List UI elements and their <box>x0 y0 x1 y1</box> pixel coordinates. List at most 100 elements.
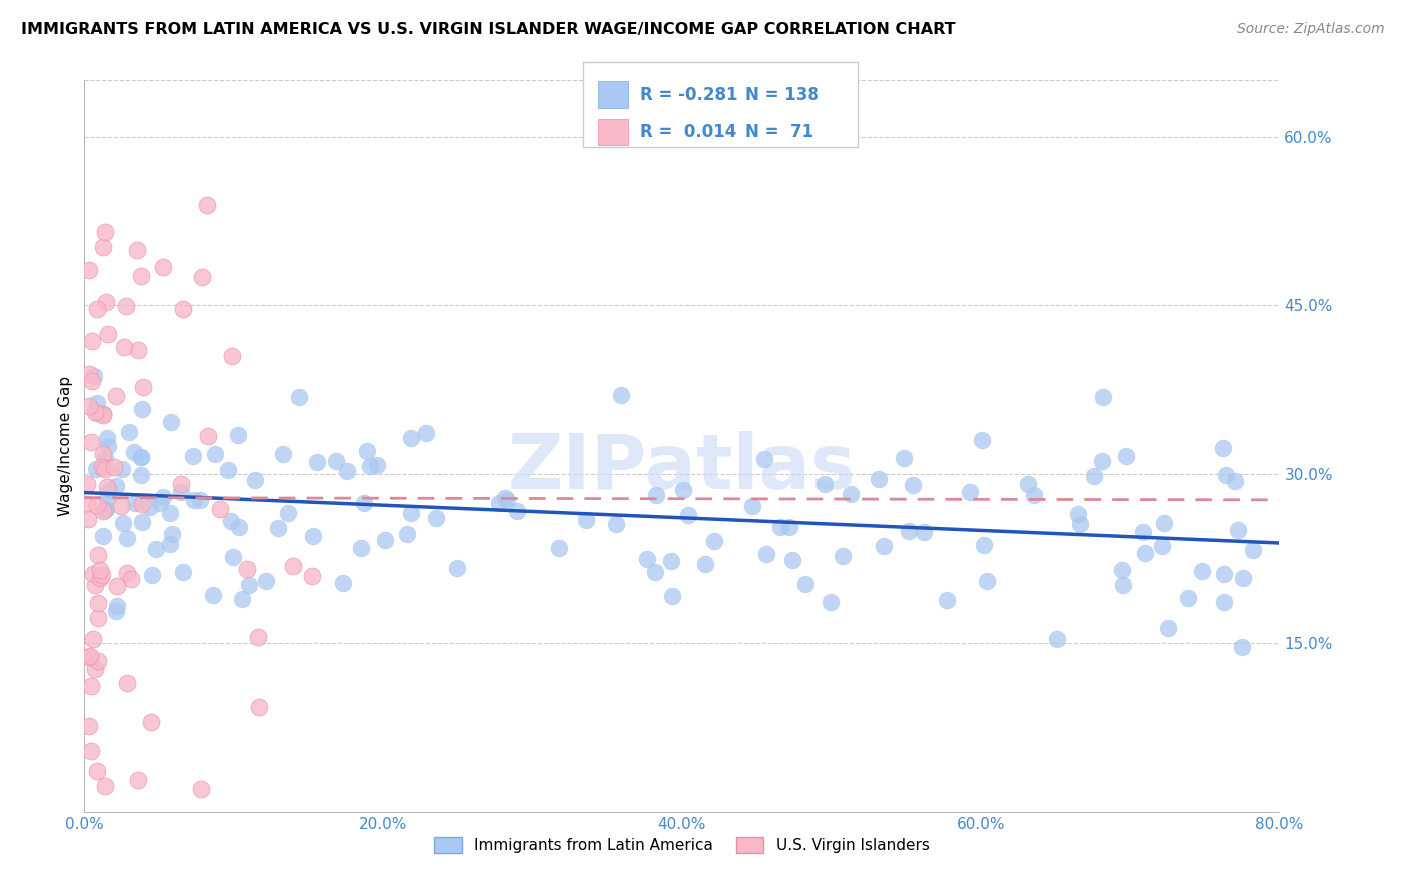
Point <box>1133 546 1156 560</box>
Point <box>129 467 152 482</box>
Point <box>183 493 205 508</box>
Point <box>132 379 155 393</box>
Point <box>89 571 111 585</box>
Point <box>605 516 627 531</box>
Point <box>129 450 152 465</box>
Point <box>83 662 105 676</box>
Point <box>84 405 107 419</box>
Point <box>152 260 174 274</box>
Point <box>1115 449 1137 463</box>
Point <box>86 499 108 513</box>
Point <box>80 434 103 449</box>
Point <box>1017 476 1039 491</box>
Point <box>350 541 373 555</box>
Point <box>77 399 100 413</box>
Point <box>336 464 359 478</box>
Point <box>160 415 183 429</box>
Point <box>111 516 134 530</box>
Point <box>159 506 181 520</box>
Point <box>1157 621 1180 635</box>
Point <box>415 426 437 441</box>
Point <box>93 503 115 517</box>
Point <box>1092 390 1115 404</box>
Point <box>245 473 267 487</box>
Point <box>97 439 120 453</box>
Point <box>644 487 666 501</box>
Point <box>201 588 224 602</box>
Point <box>91 240 114 254</box>
Point <box>1232 571 1254 585</box>
Point <box>79 679 101 693</box>
Point <box>96 431 118 445</box>
Point <box>77 719 100 733</box>
Point <box>87 596 110 610</box>
Text: IMMIGRANTS FROM LATIN AMERICA VS U.S. VIRGIN ISLANDER WAGE/INCOME GAP CORRELATIO: IMMIGRANTS FROM LATIN AMERICA VS U.S. VI… <box>21 22 956 37</box>
Point <box>222 549 245 564</box>
Point <box>105 389 128 403</box>
Point <box>793 577 815 591</box>
Point <box>105 579 128 593</box>
Point <box>152 490 174 504</box>
Point <box>117 531 139 545</box>
Point <box>972 433 994 447</box>
Point <box>115 299 138 313</box>
Point <box>112 340 135 354</box>
Point <box>94 225 117 239</box>
Point <box>1083 468 1105 483</box>
Point <box>226 428 249 442</box>
Point <box>84 461 107 475</box>
Point <box>91 447 114 461</box>
Point <box>80 334 103 348</box>
Point <box>1046 632 1069 646</box>
Point <box>93 504 115 518</box>
Point <box>659 553 682 567</box>
Point <box>94 779 117 793</box>
Point <box>141 715 163 730</box>
Point <box>741 499 763 513</box>
Point <box>768 520 790 534</box>
Point <box>131 497 153 511</box>
Point <box>399 506 422 520</box>
Point <box>288 390 311 404</box>
Point <box>219 514 242 528</box>
Point <box>893 450 915 465</box>
Point <box>115 676 138 690</box>
Point <box>1191 564 1213 578</box>
Point <box>366 458 388 473</box>
Point <box>360 459 382 474</box>
Text: R = -0.281: R = -0.281 <box>640 86 737 103</box>
Point <box>425 511 447 525</box>
Point <box>94 462 117 476</box>
Point <box>1091 453 1114 467</box>
Point <box>172 566 194 580</box>
Point <box>1213 594 1236 608</box>
Point <box>873 539 896 553</box>
Point <box>1132 524 1154 539</box>
Point <box>91 408 114 422</box>
Point <box>374 533 396 547</box>
Point <box>277 506 299 520</box>
Point <box>76 497 98 511</box>
Point <box>97 327 120 342</box>
Point <box>122 444 145 458</box>
Point <box>755 547 778 561</box>
Point <box>228 520 250 534</box>
Point <box>1225 474 1247 488</box>
Point <box>86 396 108 410</box>
Text: Source: ZipAtlas.com: Source: ZipAtlas.com <box>1237 22 1385 37</box>
Point <box>325 454 347 468</box>
Point <box>82 632 104 646</box>
Point <box>188 493 211 508</box>
Point <box>1024 488 1046 502</box>
Point <box>754 452 776 467</box>
Point <box>494 491 516 505</box>
Point <box>77 650 100 665</box>
Point <box>839 487 862 501</box>
Point <box>82 566 104 581</box>
Point <box>86 548 108 562</box>
Point <box>814 476 837 491</box>
Point <box>96 295 118 310</box>
Point <box>976 574 998 589</box>
Point <box>820 595 842 609</box>
Point <box>80 744 103 758</box>
